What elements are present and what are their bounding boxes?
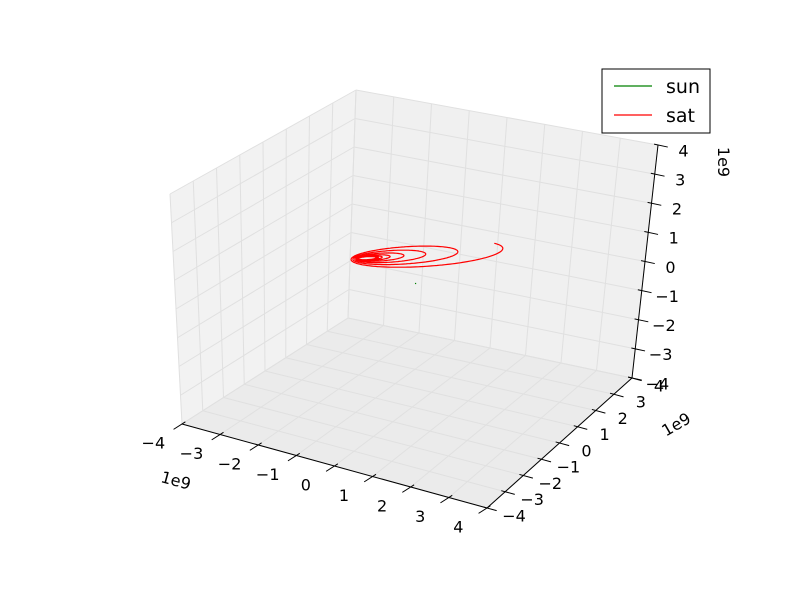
x-tick-mark [211,431,224,441]
y-tick-label: −2 [538,474,562,493]
grid-floor-y [285,357,578,428]
x-tick-label: −3 [180,444,204,463]
grid-floor-y [327,330,614,395]
y-tick-mark [519,473,534,479]
legend-label-sun: sun [666,76,700,98]
y-tick-mark [555,441,570,447]
z-tick-mark [637,289,652,294]
x-tick-label: 0 [301,475,311,494]
z-tick-label: 3 [675,170,685,189]
grid-floor-y [347,317,633,379]
z-tick-mark [644,231,659,235]
z-tick-label: 2 [672,200,682,219]
grid-left-y [326,102,334,332]
z-tick-mark [627,376,642,381]
x-tick-label: 4 [453,517,463,536]
y-tick-mark [573,425,588,430]
y-tick-mark [501,490,515,495]
grid-back-z [354,118,655,175]
grid-lines [169,89,659,509]
x-tick-mark [325,463,339,472]
grid-floor-x [410,362,562,488]
z-tick-label: 4 [678,141,688,160]
z-tick-mark [653,143,668,148]
x-multiplier-label: 1e9 [159,467,193,493]
z-tick-mark [647,201,662,206]
y-tick-mark [537,457,552,463]
x-tick-mark [402,484,415,493]
z-tick-mark [650,172,665,177]
x-tick-mark [173,421,186,430]
grid-floor-x [448,370,597,498]
grid-left-z [169,89,357,195]
y-tick-mark [609,392,624,398]
x-tick-label: −4 [142,433,166,452]
y-tick-label: 0 [581,441,591,460]
x-tick-mark [363,473,377,483]
z-tick-label: 1 [669,229,679,248]
y-tick-label: −3 [520,490,544,509]
grid-back-z [352,175,649,233]
z-tick-mark [634,318,649,323]
series-layer [350,242,504,285]
x-tick-label: −2 [218,454,242,473]
legend: sun sat [601,68,711,134]
y-tick-label: 4 [654,376,664,395]
grid-back-x [525,124,546,356]
x-tick-label: 2 [377,496,387,515]
grid-back-x [560,131,583,364]
grid-back-x [596,138,621,371]
z-multiplier-label: 1e9 [714,147,733,177]
z-tick-label: −3 [649,345,673,364]
y-tick-label: 3 [636,393,646,412]
legend-box [601,68,711,134]
y-tick-label: −1 [557,458,581,477]
grid-floor-y [306,344,596,411]
z-tick-label: 0 [665,258,675,277]
grid-left-z [172,146,355,252]
x-tick-mark [287,452,301,462]
legend-label-sat: sat [666,105,695,127]
y-tick-label: 1 [600,425,610,444]
z-tick-label: −4 [646,374,670,393]
y-multiplier-label: 1e9 [658,409,694,441]
grid-left-z [175,203,353,310]
grid-left-z [174,175,354,281]
x-tick-label: 3 [415,507,425,526]
x-tick-label: 1 [339,486,349,505]
grid-left-y [306,115,310,345]
z-tick-label: −1 [655,287,679,306]
series-sat-path [350,242,504,268]
x-tick-mark [440,494,453,504]
x-tick-mark [249,442,262,451]
x-tick-label: −1 [256,465,280,484]
grid-back-z [351,203,646,262]
grid-back-z [353,146,652,204]
grid-back-z [355,89,659,146]
y-tick-mark [483,506,497,512]
grid-left-z [171,118,356,224]
y-tick-mark [591,408,606,414]
x-tick-mark [478,505,491,514]
grid-floor-x [372,355,526,477]
z-tick-mark [631,347,646,352]
grid-left-y [347,89,357,319]
grid-floor-y [264,370,560,444]
z-tick-mark [640,260,655,265]
z-tick-label: −2 [652,316,676,335]
grid-left-y [285,128,287,358]
y-tick-label: 2 [618,409,628,428]
pane-floor [182,318,632,508]
y-tick-label: −4 [502,506,526,525]
